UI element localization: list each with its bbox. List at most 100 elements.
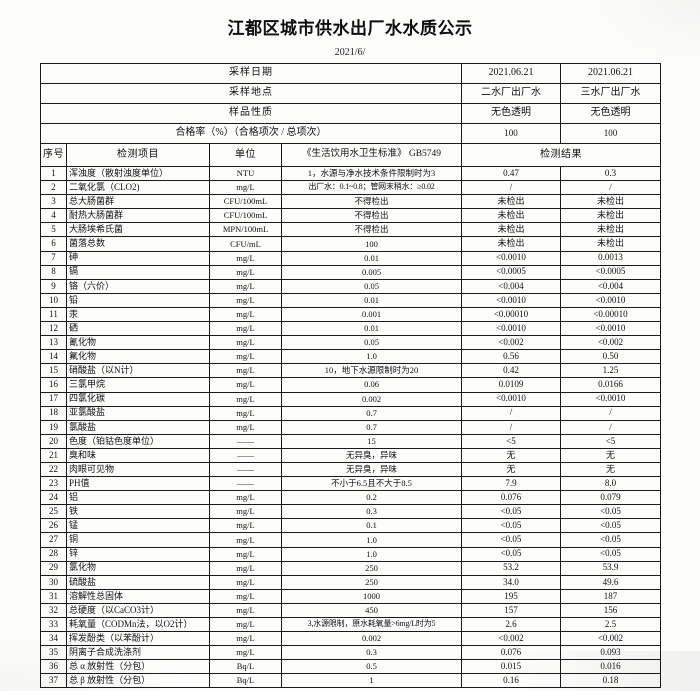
row-standard-limit: 0.05	[281, 278, 462, 294]
row-result-plant-2: <0.00010	[461, 306, 561, 323]
row-result-plant-3: 未检出	[560, 208, 661, 224]
row-unit: mg/L	[209, 518, 282, 534]
row-item-name: 硫酸盐	[66, 574, 210, 590]
row-unit: ——	[209, 433, 282, 449]
row-result-plant-3: <5	[560, 433, 661, 449]
row-item-name: 锰	[66, 518, 210, 534]
row-item-name: 色度（铂钴色度单位）	[66, 433, 210, 449]
row-result-plant-2: <0.05	[461, 532, 561, 548]
row-standard-limit: 0.001	[281, 306, 462, 323]
row-standard-limit: 15	[281, 433, 462, 449]
row-result-plant-2: 无	[461, 461, 561, 478]
row-index: 29	[40, 560, 67, 576]
row-item-name: 氟化物	[66, 349, 210, 365]
row-index: 26	[40, 518, 67, 534]
row-unit: Bq/L	[209, 673, 282, 689]
row-item-name: 挥发酚类（以苯酚计）	[66, 631, 210, 647]
row-standard-limit: 250	[281, 574, 462, 590]
meta-row: 采样日期 2021.06.21 2021.06.21	[40, 63, 661, 84]
table-row: 26 锰 mg/L 0.1 <0.05 <0.05	[40, 518, 661, 534]
row-index: 12	[40, 321, 67, 337]
row-unit: NTU	[209, 165, 282, 182]
row-item-name: 肉眼可见物	[66, 461, 210, 478]
row-unit: mg/L	[209, 560, 282, 576]
row-result-plant-2: 未检出	[461, 194, 561, 210]
row-result-plant-2: <0.002	[461, 631, 561, 647]
row-result-plant-3: 未检出	[560, 236, 661, 252]
row-standard-limit: 1	[281, 673, 462, 689]
row-index: 37	[40, 673, 67, 689]
table-row: 1 浑浊度（散射浊度单位） NTU 1，水源与净水技术条件限制时为3 0.47 0.3	[40, 165, 661, 182]
row-unit: mg/L	[209, 250, 282, 266]
row-result-plant-3: /	[560, 405, 661, 421]
row-index: 4	[40, 208, 67, 224]
row-standard-limit: 1，水源与净水技术条件限制时为3	[281, 165, 462, 182]
row-standard-limit: 不小于6.5且不大于8.5	[281, 476, 462, 492]
row-standard-limit: 0.01	[281, 321, 462, 337]
row-result-plant-3: 53.9	[560, 560, 661, 576]
row-result-plant-2: <0.002	[461, 335, 561, 351]
row-result-plant-2: <0.05	[461, 518, 561, 534]
table-row: 10 铅 mg/L 0.01 <0.0010 <0.0010	[40, 292, 661, 308]
row-item-name: 四氯化碳	[66, 391, 210, 407]
row-standard-limit: 3,水源限制，原水耗氧量>6mg/L时为5	[281, 616, 462, 633]
table-row: 23 PH值 —— 不小于6.5且不大于8.5 7.9 8.0	[40, 476, 661, 492]
row-result-plant-2: 7.9	[461, 476, 561, 492]
row-item-name: 锌	[66, 546, 210, 562]
row-result-plant-3: 156	[560, 602, 661, 619]
row-item-name: 溶解性总固体	[66, 588, 210, 604]
row-result-plant-3: <0.0005	[560, 264, 661, 280]
row-index: 17	[40, 391, 67, 407]
row-index: 3	[40, 194, 67, 210]
row-result-plant-2: /	[461, 180, 561, 196]
row-index: 2	[40, 180, 67, 196]
row-result-plant-2: 2.6	[461, 616, 561, 633]
row-result-plant-2: 0.42	[461, 363, 561, 379]
row-item-name: 汞	[66, 306, 210, 323]
row-result-plant-3: /	[560, 419, 661, 435]
row-unit: mg/L	[209, 504, 282, 520]
row-index: 23	[40, 476, 67, 492]
row-result-plant-2: 0.56	[461, 349, 561, 365]
column-header-results: 检测结果	[461, 143, 661, 167]
row-result-plant-3: 未检出	[560, 222, 661, 238]
table-row: 19 氯酸盐 mg/L 0.7//	[40, 419, 661, 435]
row-result-plant-2: 157	[461, 602, 561, 619]
row-index: 13	[40, 335, 67, 351]
row-item-name: 臭和味	[66, 447, 210, 463]
row-unit: mg/L	[209, 391, 282, 407]
meta-label: 采样地点	[40, 83, 462, 104]
water-quality-table: 采样日期 2021.06.21 2021.06.21 采样地点 二水厂出厂水 三水厂出厂水…	[40, 63, 661, 689]
row-standard-limit: 1000	[281, 588, 462, 604]
row-index: 6	[40, 236, 67, 252]
row-unit: mg/L	[209, 363, 282, 379]
row-index: 18	[40, 405, 67, 421]
table-row: 32 总硬度（以CaCO3计） mg/L 450 157 156	[40, 602, 661, 619]
table-row: 13 氰化物 mg/L 0.05 <0.002 <0.002	[40, 335, 661, 351]
row-result-plant-3: 0.50	[560, 349, 661, 365]
row-result-plant-2: <5	[461, 433, 561, 449]
row-standard-limit: 10，地下水源限制时为20	[281, 363, 462, 379]
table-row: 21 臭和味 —— 无异臭，异味无无	[40, 447, 661, 463]
row-item-name: PH值	[66, 476, 210, 492]
table-row: 34 挥发酚类（以苯酚计） mg/L 0.002 <0.002 <0.002	[40, 631, 661, 647]
row-standard-limit: 0.1	[281, 518, 462, 534]
meta-value-plant-1: 2021.06.21	[461, 63, 561, 84]
meta-label: 合格率（%）（合格项次 / 总项次）	[40, 123, 462, 144]
row-standard-limit: 0.7	[281, 419, 462, 435]
table-row: 30 硫酸盐 mg/L 250 34.0 49.6	[40, 574, 661, 590]
row-result-plant-3: 0.016	[560, 659, 661, 675]
row-index: 9	[40, 278, 67, 294]
row-result-plant-2: <0.004	[461, 278, 561, 294]
row-unit: ——	[209, 447, 282, 463]
row-item-name: 总大肠菌群	[66, 194, 210, 210]
row-item-name: 总硬度（以CaCO3计）	[66, 602, 210, 619]
row-result-plant-2: <0.0010	[461, 391, 561, 407]
row-unit: mg/L	[209, 264, 282, 280]
row-result-plant-3: <0.00010	[560, 306, 661, 323]
row-standard-limit: 0.3	[281, 504, 462, 520]
row-unit: mg/L	[209, 306, 282, 323]
column-header-item: 检测项目	[66, 143, 210, 167]
meta-value-plant-2: 无色透明	[560, 103, 661, 124]
